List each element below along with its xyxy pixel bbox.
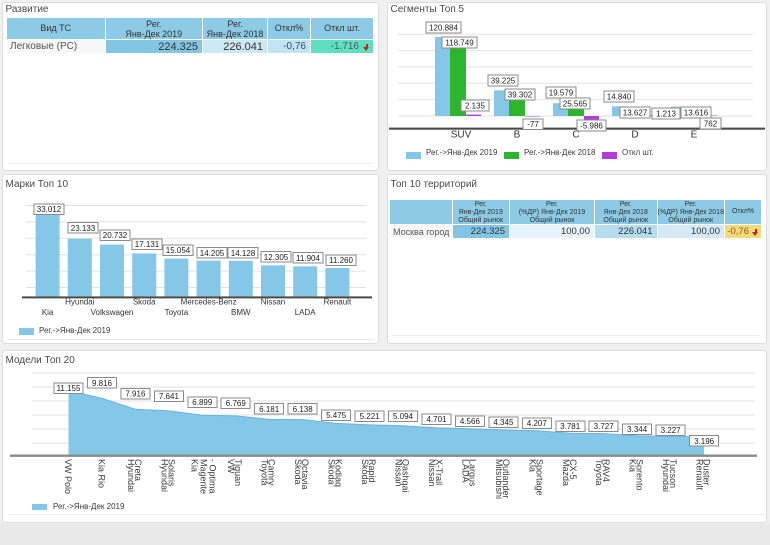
svg-text:VW: VW xyxy=(226,459,236,474)
svg-text:Camry: Camry xyxy=(267,459,277,486)
svg-text:9.816: 9.816 xyxy=(92,379,113,388)
svg-text:Skoda: Skoda xyxy=(327,459,337,485)
svg-text:7.916: 7.916 xyxy=(125,390,146,399)
svg-text:13.627: 13.627 xyxy=(623,109,648,118)
svg-text:Kia Rio: Kia Rio xyxy=(97,459,107,488)
svg-text:4.566: 4.566 xyxy=(460,417,481,426)
svg-text:Solaris: Solaris xyxy=(166,459,176,487)
svg-text:Kia: Kia xyxy=(527,459,537,472)
svg-text:6.138: 6.138 xyxy=(293,405,314,414)
svg-text:5.475: 5.475 xyxy=(326,411,347,420)
svg-text:4.207: 4.207 xyxy=(527,419,548,428)
svg-text:LADA: LADA xyxy=(460,459,470,483)
svg-text:Skoda: Skoda xyxy=(360,459,370,485)
svg-text:B: B xyxy=(514,130,521,141)
svg-text:762: 762 xyxy=(704,120,718,129)
svg-text:Škoda: Škoda xyxy=(133,298,156,307)
svg-text:Hyundai: Hyundai xyxy=(661,459,671,492)
svg-text:Octavia: Octavia xyxy=(300,459,310,490)
svg-text:Kodiaq: Kodiaq xyxy=(334,459,344,487)
svg-text:3.781: 3.781 xyxy=(560,422,581,431)
svg-text:6.899: 6.899 xyxy=(192,398,213,407)
svg-text:LADA: LADA xyxy=(295,308,317,317)
svg-text:5.094: 5.094 xyxy=(393,412,414,421)
svg-text:Nissan: Nissan xyxy=(261,298,285,307)
svg-text:Sportage: Sportage xyxy=(534,459,544,496)
svg-text:118.749: 118.749 xyxy=(445,39,474,48)
svg-text:6.769: 6.769 xyxy=(226,399,247,408)
svg-text:Toyota: Toyota xyxy=(260,459,270,486)
svg-text:Qashqai: Qashqai xyxy=(401,459,411,493)
svg-text:Mitsubishi: Mitsubishi xyxy=(494,459,504,499)
svg-text:4.345: 4.345 xyxy=(493,418,514,427)
svg-text:D: D xyxy=(631,130,638,141)
svg-text:19.579: 19.579 xyxy=(549,89,574,98)
svg-text:CX-5: CX-5 xyxy=(568,459,578,480)
svg-text:13.616: 13.616 xyxy=(684,109,709,118)
svg-text:23.133: 23.133 xyxy=(71,224,96,233)
svg-text:3.227: 3.227 xyxy=(661,426,682,435)
svg-text:11.904: 11.904 xyxy=(296,254,320,263)
svg-text:Mercedes-Benz: Mercedes-Benz xyxy=(181,298,237,307)
svg-text:12.305: 12.305 xyxy=(264,253,289,262)
svg-text:11.155: 11.155 xyxy=(57,384,81,393)
svg-text:Toyota: Toyota xyxy=(165,308,189,317)
svg-text:Volkswagen: Volkswagen xyxy=(91,308,134,317)
svg-text:14.128: 14.128 xyxy=(231,249,256,258)
svg-text:Rapid: Rapid xyxy=(367,459,377,483)
svg-text:Outlander: Outlander xyxy=(501,459,511,499)
svg-text:7.641: 7.641 xyxy=(159,392,180,401)
svg-text:Duster: Duster xyxy=(702,459,712,486)
svg-text:X-Trail: X-Trail xyxy=(434,459,444,485)
svg-text:3.344: 3.344 xyxy=(627,425,648,434)
svg-text:14.840: 14.840 xyxy=(607,93,632,102)
svg-text:39.225: 39.225 xyxy=(491,77,516,86)
svg-text:6.181: 6.181 xyxy=(259,405,280,414)
svg-text:14.205: 14.205 xyxy=(200,249,225,258)
svg-text:11.260: 11.260 xyxy=(329,256,353,265)
svg-text:Kia: Kia xyxy=(189,459,199,472)
svg-text:VW Polo: VW Polo xyxy=(63,459,73,494)
svg-text:Sorento: Sorento xyxy=(635,459,645,491)
svg-text:-77: -77 xyxy=(527,120,539,129)
svg-text:RAV4: RAV4 xyxy=(601,459,611,482)
svg-text:2.135: 2.135 xyxy=(465,102,486,111)
svg-text:Nissan: Nissan xyxy=(427,459,437,487)
svg-text:3.196: 3.196 xyxy=(694,437,715,446)
svg-text:Skoda: Skoda xyxy=(293,459,303,485)
svg-text:33.012: 33.012 xyxy=(37,205,62,214)
svg-text:3.727: 3.727 xyxy=(594,422,615,431)
svg-text:Kia: Kia xyxy=(628,459,638,472)
svg-text:Tiguan: Tiguan xyxy=(233,459,243,486)
svg-text:Tucson: Tucson xyxy=(668,459,678,488)
svg-text:1.213: 1.213 xyxy=(656,110,677,119)
svg-text:Toyota: Toyota xyxy=(594,459,604,486)
svg-text:4.701: 4.701 xyxy=(426,415,447,424)
svg-text:5.221: 5.221 xyxy=(360,412,381,421)
svg-text:E: E xyxy=(691,130,698,141)
svg-text:Largus: Largus xyxy=(467,459,477,487)
svg-text:Hyundai: Hyundai xyxy=(65,298,95,307)
svg-text:Magente: Magente xyxy=(198,459,208,494)
svg-text:- Optima: - Optima xyxy=(207,459,217,494)
svg-text:39.302: 39.302 xyxy=(508,91,533,100)
svg-text:Creta: Creta xyxy=(133,459,143,481)
svg-text:-5.986: -5.986 xyxy=(580,122,603,131)
svg-text:C: C xyxy=(572,130,579,141)
svg-text:SUV: SUV xyxy=(451,130,472,141)
svg-text:Renault: Renault xyxy=(324,298,352,307)
svg-text:Kia: Kia xyxy=(42,308,54,317)
svg-text:25.565: 25.565 xyxy=(563,100,588,109)
svg-text:Hyundai: Hyundai xyxy=(126,459,136,492)
svg-text:20.732: 20.732 xyxy=(103,231,128,240)
svg-text:Mazda: Mazda xyxy=(561,459,571,486)
svg-text:120.884: 120.884 xyxy=(429,24,458,33)
svg-text:Hyundai: Hyundai xyxy=(159,459,169,492)
svg-text:Nissan: Nissan xyxy=(394,459,404,487)
svg-text:BMW: BMW xyxy=(231,308,251,317)
svg-text:15.054: 15.054 xyxy=(166,246,191,255)
svg-text:17.131: 17.131 xyxy=(135,240,160,249)
svg-text:Renault: Renault xyxy=(695,459,705,491)
